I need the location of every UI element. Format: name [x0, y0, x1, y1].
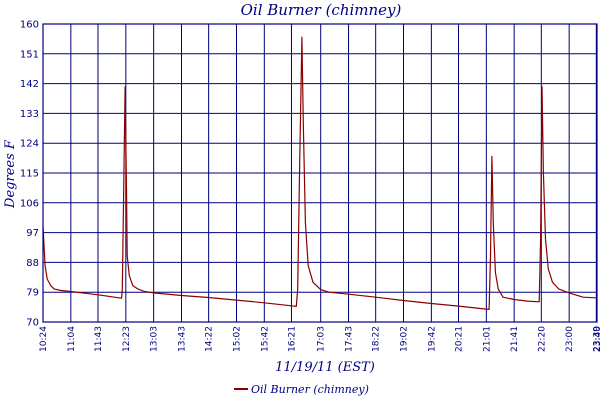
x-tick-label: 15:42 [260, 326, 270, 352]
x-tick-label: 11:43 [94, 326, 104, 352]
y-tick-label: 115 [20, 169, 39, 180]
series-layer [42, 36, 597, 310]
legend-label: Oil Burner (chimney) [251, 383, 369, 396]
x-tick-label: 17:43 [345, 326, 355, 352]
y-tick-label: 70 [26, 318, 39, 329]
x-tick-label: 18:22 [372, 326, 382, 352]
x-tick-label: 23:39 [592, 326, 600, 352]
x-tick-label: 11:04 [67, 326, 77, 352]
x-tick-label: 21:01 [482, 326, 492, 352]
x-tick-label: 14:22 [205, 326, 215, 352]
y-tick-label: 88 [26, 258, 39, 269]
y-tick-label: 142 [20, 79, 39, 90]
x-tick-label: 16:21 [287, 326, 297, 352]
x-tick-label: 21:41 [510, 326, 520, 352]
x-tick-labels: 10:24 11:04 11:43 12:23 13:03 13:43 14:22 15:02… [39, 326, 600, 352]
series-line [42, 36, 597, 310]
x-tick-label: 10:24 [39, 326, 49, 352]
y-tick-label: 151 [20, 49, 39, 60]
x-tick-label: 19:42 [427, 326, 437, 352]
x-tick-label: 15:02 [232, 326, 242, 352]
x-tick-label: 12:23 [122, 326, 132, 352]
y-tick-label: 97 [26, 228, 39, 239]
y-tick-label: 79 [26, 288, 39, 299]
gridlines [43, 24, 597, 322]
y-tick-labels: 70 79 88 97 106 115 124 133 142 151 160 [20, 20, 39, 329]
chart-title: Oil Burner (chimney) [241, 1, 402, 19]
x-tick-label: 20:21 [455, 326, 465, 352]
x-tick-label: 22:20 [537, 326, 547, 352]
x-tick-label: 13:43 [178, 326, 188, 352]
legend: Oil Burner (chimney) [234, 383, 369, 396]
y-tick-label: 124 [20, 139, 39, 150]
y-tick-label: 133 [20, 109, 39, 120]
x-tick-label: 17:03 [317, 326, 327, 352]
x-tick-label: 23:40 [593, 326, 600, 352]
x-tick-label: 23:00 [565, 326, 575, 352]
y-tick-label: 106 [20, 198, 39, 209]
y-axis-label: Degrees F [3, 139, 18, 209]
x-axis-label: 11/19/11 (EST) [275, 360, 375, 375]
y-tick-label: 160 [20, 20, 39, 31]
x-tick-label: 13:03 [150, 326, 160, 352]
x-tick-label: 19:02 [400, 326, 410, 352]
plot-frame [42, 23, 598, 323]
